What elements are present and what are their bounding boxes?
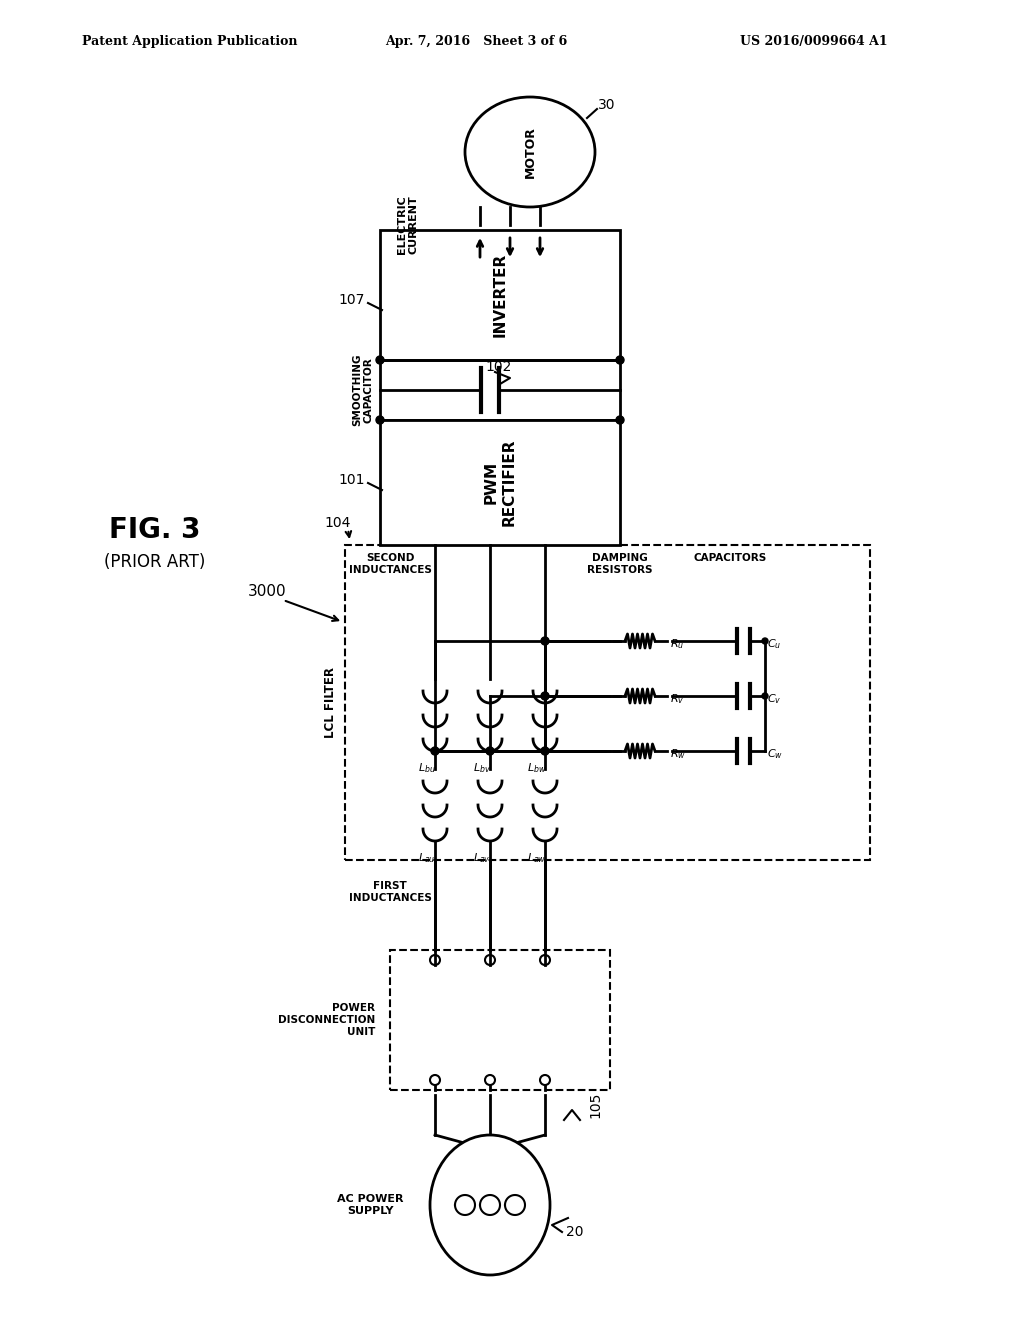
Text: $L_{bu}$: $L_{bu}$	[418, 762, 436, 775]
Circle shape	[376, 356, 384, 364]
Text: PWM
RECTIFIER: PWM RECTIFIER	[483, 438, 516, 527]
Circle shape	[616, 356, 624, 364]
Ellipse shape	[465, 96, 595, 207]
Bar	[390, 950, 610, 1090]
Text: DAMPING
RESISTORS: DAMPING RESISTORS	[587, 553, 652, 574]
Text: $R_w$: $R_w$	[670, 747, 686, 760]
Text: 105: 105	[588, 1092, 602, 1118]
Text: $R_u$: $R_u$	[670, 638, 684, 651]
Text: CAPACITORS: CAPACITORS	[693, 553, 767, 564]
Circle shape	[541, 692, 549, 700]
Text: ELECTRIC
CURRENT: ELECTRIC CURRENT	[397, 195, 419, 255]
Text: 102: 102	[485, 360, 511, 374]
Circle shape	[376, 416, 384, 424]
Text: $C_v$: $C_v$	[767, 692, 781, 706]
Circle shape	[431, 747, 439, 755]
Text: 3000: 3000	[248, 585, 287, 599]
Text: US 2016/0099664 A1: US 2016/0099664 A1	[740, 36, 888, 48]
Text: INVERTER: INVERTER	[493, 253, 508, 337]
Text: $L_{aw}$: $L_{aw}$	[527, 851, 547, 865]
Circle shape	[541, 747, 549, 755]
Text: 20: 20	[566, 1225, 584, 1239]
Circle shape	[762, 638, 768, 644]
Ellipse shape	[430, 1135, 550, 1275]
Bar	[345, 545, 870, 861]
Text: $C_w$: $C_w$	[767, 747, 783, 760]
Text: SMOOTHING
CAPACITOR: SMOOTHING CAPACITOR	[352, 354, 374, 426]
Text: $L_{av}$: $L_{av}$	[473, 851, 490, 865]
Text: AC POWER
SUPPLY: AC POWER SUPPLY	[337, 1195, 403, 1216]
Circle shape	[486, 747, 494, 755]
Bar	[380, 420, 620, 545]
Text: $C_u$: $C_u$	[767, 638, 781, 651]
Text: $L_{bw}$: $L_{bw}$	[527, 762, 547, 775]
Text: POWER
DISCONNECTION
UNIT: POWER DISCONNECTION UNIT	[278, 1003, 375, 1036]
Text: Apr. 7, 2016   Sheet 3 of 6: Apr. 7, 2016 Sheet 3 of 6	[385, 36, 567, 48]
Text: 101: 101	[339, 473, 365, 487]
Circle shape	[616, 416, 624, 424]
Text: FIRST
INDUCTANCES: FIRST INDUCTANCES	[348, 880, 431, 903]
Text: 30: 30	[598, 98, 615, 112]
Circle shape	[541, 638, 549, 645]
Circle shape	[762, 693, 768, 700]
Text: MOTOR: MOTOR	[523, 127, 537, 178]
Text: SECOND
INDUCTANCES: SECOND INDUCTANCES	[348, 553, 431, 574]
Text: $R_v$: $R_v$	[670, 692, 684, 706]
Text: 104: 104	[325, 516, 351, 531]
Text: $L_{bv}$: $L_{bv}$	[473, 762, 490, 775]
Text: LCL FILTER: LCL FILTER	[324, 667, 337, 738]
Text: 107: 107	[339, 293, 365, 308]
Text: FIG. 3: FIG. 3	[110, 516, 201, 544]
Text: $L_{au}$: $L_{au}$	[418, 851, 436, 865]
Bar	[380, 230, 620, 360]
Text: Patent Application Publication: Patent Application Publication	[82, 36, 298, 48]
Text: (PRIOR ART): (PRIOR ART)	[104, 553, 206, 572]
